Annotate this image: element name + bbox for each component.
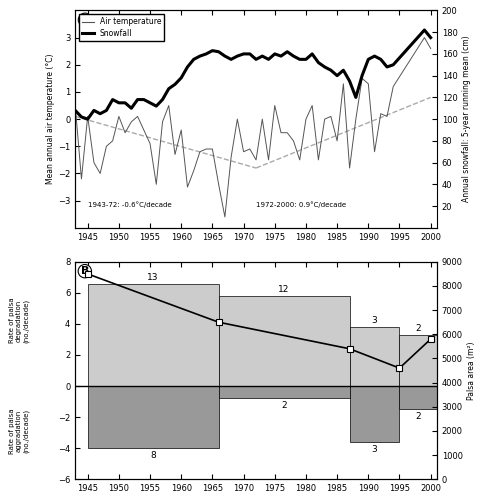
Y-axis label: Mean annual air temperature (°C): Mean annual air temperature (°C): [46, 54, 55, 184]
Text: 12: 12: [278, 285, 290, 294]
Text: 2: 2: [415, 324, 421, 333]
Text: 2: 2: [281, 402, 287, 410]
Text: B: B: [81, 266, 89, 276]
Y-axis label: Palsa area (m²): Palsa area (m²): [467, 342, 476, 400]
Text: 3: 3: [371, 316, 377, 325]
Bar: [219, 296, 350, 386]
Text: A: A: [81, 15, 89, 25]
Text: 3: 3: [371, 444, 377, 454]
Text: Rate of palsa
degradation
(no./decade): Rate of palsa degradation (no./decade): [9, 298, 29, 344]
Legend: Air temperature, Snowfall: Air temperature, Snowfall: [79, 14, 164, 40]
Bar: [399, 335, 437, 386]
Text: 2: 2: [415, 412, 421, 421]
Text: 13: 13: [147, 272, 159, 281]
Bar: [350, 386, 399, 442]
Text: 1972-2000: 0.9°C/decade: 1972-2000: 0.9°C/decade: [256, 202, 346, 208]
Bar: [350, 327, 399, 386]
Text: Rate of palsa
aggradation
(no./decade): Rate of palsa aggradation (no./decade): [9, 408, 29, 454]
Y-axis label: Annual snowfall: 5-year running mean (cm): Annual snowfall: 5-year running mean (cm…: [462, 36, 471, 202]
Bar: [88, 284, 219, 386]
Text: 1943-72: -0.6°C/decade: 1943-72: -0.6°C/decade: [88, 202, 171, 208]
Bar: [88, 386, 219, 448]
Text: 8: 8: [150, 451, 156, 460]
Bar: [219, 386, 350, 398]
Bar: [399, 386, 437, 409]
